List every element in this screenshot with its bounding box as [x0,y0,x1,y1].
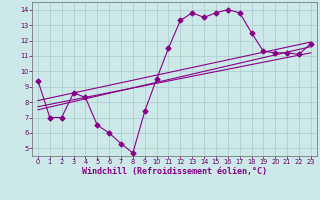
X-axis label: Windchill (Refroidissement éolien,°C): Windchill (Refroidissement éolien,°C) [82,167,267,176]
